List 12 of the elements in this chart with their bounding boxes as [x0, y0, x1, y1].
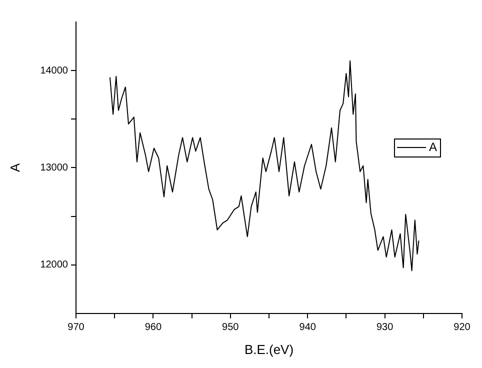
x-tick-label: 930 — [376, 322, 394, 334]
x-tick-label: 950 — [222, 322, 240, 334]
legend-label: A — [429, 140, 438, 154]
y-axis-title: A — [7, 163, 22, 172]
x-axis-title: B.E.(eV) — [244, 342, 294, 357]
x-tick-label: 970 — [68, 322, 85, 334]
y-tick-label: 12000 — [40, 260, 68, 271]
x-tick-label: 920 — [454, 322, 471, 334]
x-tick-label: 940 — [299, 322, 316, 334]
x-tick-label: 960 — [144, 322, 162, 334]
y-tick-label: 14000 — [40, 65, 68, 76]
y-tick-label: 13000 — [40, 162, 68, 174]
